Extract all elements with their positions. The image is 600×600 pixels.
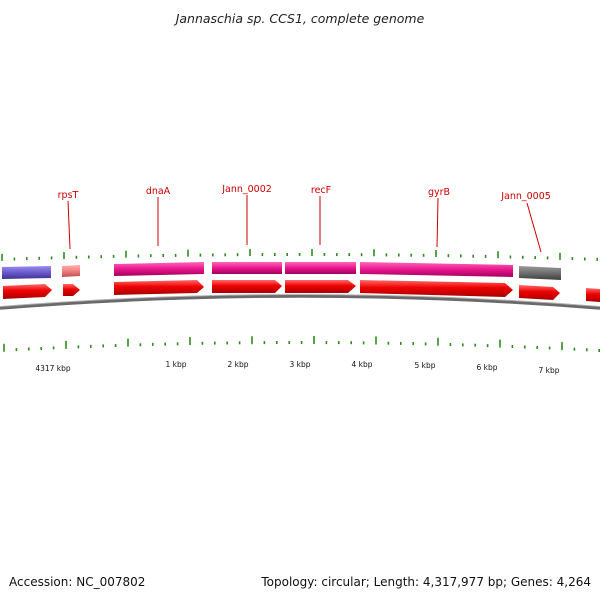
gene-label-gyrB[interactable]: gyrB [428, 187, 450, 198]
cog-block-7[interactable] [519, 266, 561, 280]
inner-tick-marks [3, 336, 600, 352]
kbp-label-4: 4 kbp [351, 360, 372, 369]
cog-block-4[interactable] [212, 262, 282, 274]
kbp-label-4317: 4317 kbp [35, 364, 71, 373]
kbp-scale-labels: 4317 kbp 1 kbp 2 kbp 3 kbp 4 kbp 5 kbp 6… [35, 360, 559, 375]
cog-blocks-track [2, 262, 561, 280]
cog-block-2[interactable] [62, 265, 80, 277]
forward-gene-track [3, 280, 600, 302]
kbp-label-2: 2 kbp [227, 360, 248, 369]
forward-gene-arrow-7[interactable] [519, 285, 560, 300]
genome-backbone-highlight [0, 294, 600, 307]
cog-block-5[interactable] [285, 262, 356, 274]
leader-line-jann0005 [526, 202, 542, 253]
gene-leader-lines [67, 195, 542, 253]
outer-tick-marks [1, 249, 599, 261]
forward-gene-arrow-8[interactable] [586, 288, 600, 302]
kbp-label-6: 6 kbp [476, 363, 497, 372]
gene-labels: rpsT dnaA Jann_0002 recF gyrB Jann_0005 [58, 184, 551, 202]
forward-gene-arrow-5[interactable] [285, 280, 356, 293]
cog-block-6[interactable] [360, 262, 513, 277]
genome-summary-text: Topology: circular; Length: 4,317,977 bp… [260, 575, 591, 589]
genome-title: Jannaschia sp. CCS1, complete genome [173, 11, 425, 26]
forward-gene-arrow-1[interactable] [3, 284, 52, 299]
leader-line-gyrB [436, 197, 439, 248]
gene-label-recF[interactable]: recF [311, 185, 331, 196]
gene-label-jann0002[interactable]: Jann_0002 [221, 184, 272, 195]
accession-text: Accession: NC_007802 [9, 575, 145, 589]
kbp-label-1: 1 kbp [165, 360, 186, 369]
cog-block-3[interactable] [114, 262, 204, 276]
kbp-label-5: 5 kbp [414, 361, 435, 370]
genome-backbone [0, 294, 600, 310]
gene-label-dnaA[interactable]: dnaA [146, 186, 171, 197]
kbp-label-3: 3 kbp [289, 360, 310, 369]
forward-gene-arrow-2[interactable] [63, 284, 80, 296]
forward-gene-arrow-6[interactable] [360, 280, 513, 297]
kbp-label-7: 7 kbp [538, 366, 559, 375]
cog-block-1[interactable] [2, 266, 51, 279]
forward-gene-arrow-4[interactable] [212, 280, 282, 293]
gene-label-jann0005[interactable]: Jann_0005 [500, 191, 551, 202]
forward-gene-arrow-3[interactable] [114, 280, 204, 295]
gene-label-rpsT[interactable]: rpsT [58, 190, 79, 201]
leader-line-rpsT [67, 200, 71, 250]
